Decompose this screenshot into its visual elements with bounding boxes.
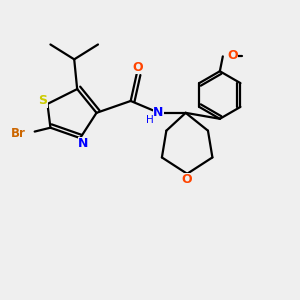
Text: O: O	[227, 49, 238, 62]
Text: S: S	[38, 94, 47, 107]
Text: N: N	[78, 137, 88, 150]
Text: O: O	[182, 172, 193, 186]
Text: O: O	[133, 61, 143, 74]
Text: N: N	[153, 106, 164, 119]
Text: Br: Br	[11, 127, 26, 140]
Text: H: H	[146, 115, 154, 125]
